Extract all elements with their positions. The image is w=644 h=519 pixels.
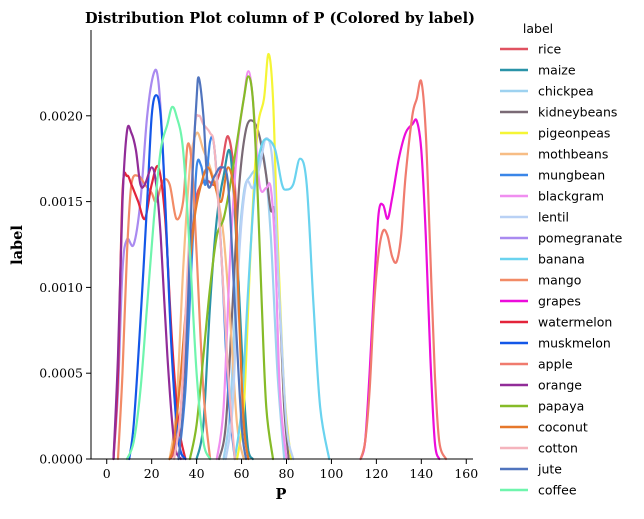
y-tick-label: 0.0015 [39, 194, 83, 209]
legend-label-chickpea: chickpea [538, 84, 594, 99]
series-line-maize [195, 149, 254, 461]
legend-label-muskmelon: muskmelon [538, 336, 611, 351]
y-tick-label: 0.0000 [39, 452, 83, 467]
legend-label-blackgram: blackgram [538, 189, 604, 204]
legend-label-jute: jute [537, 462, 562, 477]
x-tick-label: 80 [279, 466, 295, 481]
x-axis-ticks: 0 20 40 60 80 100 120 140 160 [103, 459, 478, 481]
legend-label-rice: rice [538, 42, 561, 57]
y-axis-label: label [9, 225, 26, 265]
plot-area [112, 52, 448, 461]
series-line-pomegranate [112, 68, 185, 461]
legend-label-mothbeans: mothbeans [538, 147, 608, 162]
series-line-lentil [224, 137, 295, 461]
x-tick-label: 0 [103, 466, 111, 481]
x-tick-label: 140 [409, 466, 433, 481]
legend-label-papaya: papaya [538, 399, 584, 414]
series-line-jute [177, 76, 248, 461]
series-line-orange [112, 124, 182, 461]
x-tick-label: 40 [189, 466, 205, 481]
series-line-papaya [188, 75, 275, 461]
legend-label-banana: banana [538, 252, 585, 267]
y-tick-label: 0.0010 [39, 280, 83, 295]
x-tick-label: 60 [234, 466, 250, 481]
x-tick-label: 120 [364, 466, 388, 481]
series-line-apple [359, 79, 448, 461]
x-axis-label: P [276, 486, 287, 503]
legend-label-pomegranate: pomegranate [538, 231, 623, 246]
y-tick-label: 0.0005 [39, 366, 83, 381]
legend-label-maize: maize [538, 63, 576, 78]
chart-title: Distribution Plot column of P (Colored b… [85, 10, 475, 27]
x-tick-label: 20 [144, 466, 160, 481]
legend-label-cotton: cotton [538, 441, 578, 456]
legend-label-orange: orange [538, 378, 582, 393]
y-axis-ticks: 0.0000 0.0005 0.0010 0.0015 0.0020 [39, 108, 91, 467]
legend-label-kidneybeans: kidneybeans [538, 105, 617, 120]
legend-label-grapes: grapes [538, 294, 581, 309]
legend-label-mango: mango [538, 273, 581, 288]
legend: label rice maize chickpea kidneybeans pigeon… [500, 21, 623, 498]
series-line-coconut [168, 166, 250, 461]
series-line-mango [116, 142, 212, 461]
legend-label-coffee: coffee [538, 483, 577, 498]
legend-label-apple: apple [538, 357, 573, 372]
legend-title: label [523, 21, 553, 36]
x-tick-label: 100 [320, 466, 344, 481]
x-tick-label: 160 [454, 466, 478, 481]
legend-label-coconut: coconut [538, 420, 588, 435]
series-line-banana [233, 138, 331, 461]
y-tick-label: 0.0020 [39, 108, 83, 123]
legend-label-watermelon: watermelon [538, 315, 612, 330]
series-line-coffee [125, 105, 212, 461]
legend-label-lentil: lentil [538, 210, 569, 225]
legend-label-pigeonpeas: pigeonpeas [538, 126, 610, 141]
series-line-muskmelon [128, 94, 187, 461]
legend-label-mungbean: mungbean [538, 168, 605, 183]
